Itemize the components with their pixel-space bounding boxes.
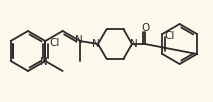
Text: N: N (130, 39, 138, 49)
Text: Cl: Cl (164, 31, 175, 41)
Text: Cl: Cl (49, 38, 60, 48)
Text: N: N (75, 35, 83, 45)
Text: O: O (141, 23, 149, 33)
Text: N: N (40, 57, 48, 67)
Text: N: N (92, 39, 100, 49)
